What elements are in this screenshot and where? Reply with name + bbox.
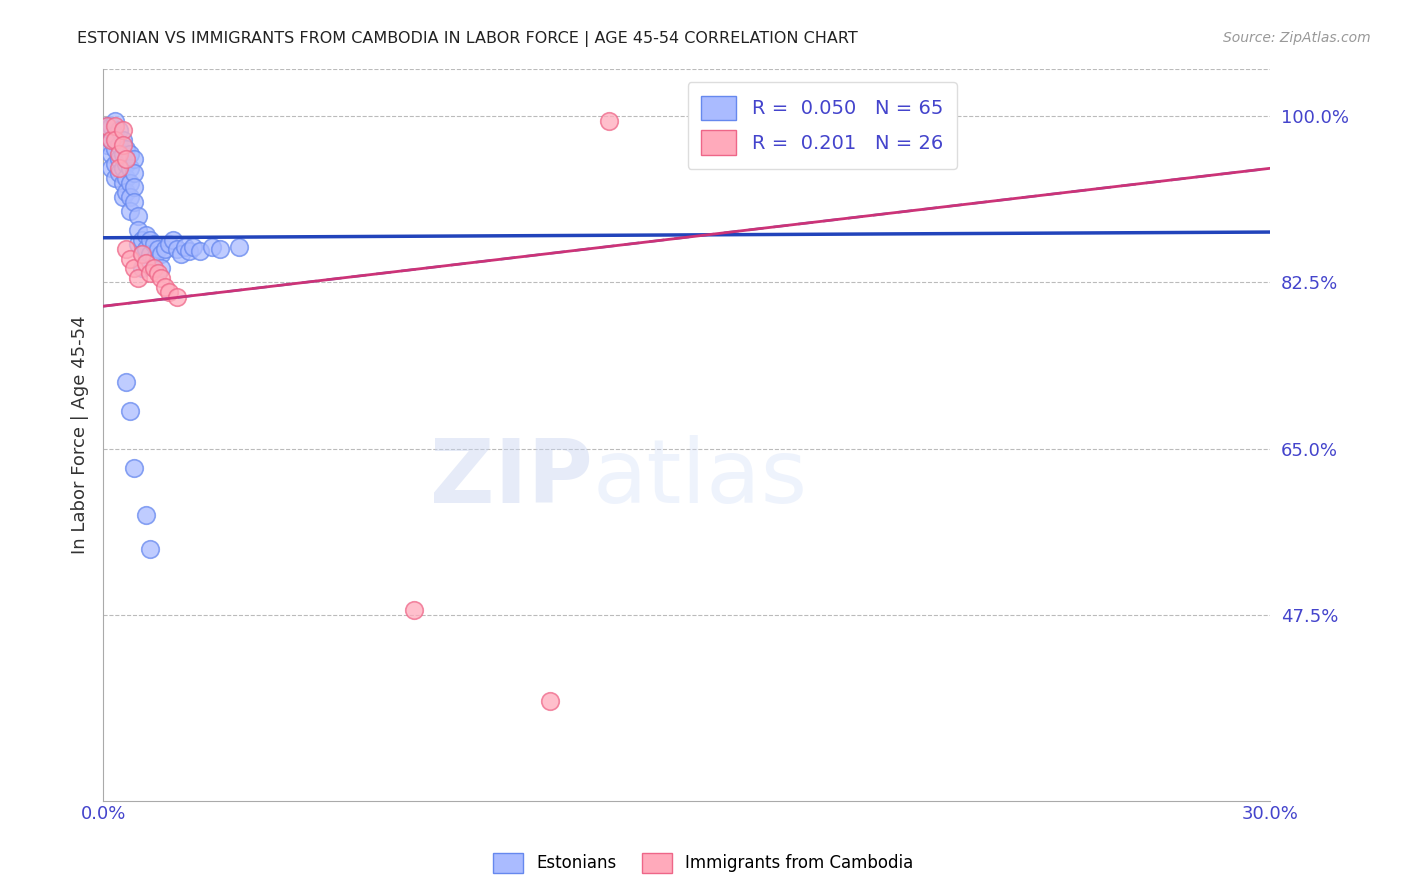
Point [96,137,118,152]
Point [170,247,193,261]
Point [142,237,165,252]
Point [404,603,426,617]
Point [100,133,122,147]
Point [155,280,177,294]
Point [104,119,127,133]
Point [131,261,153,276]
Point [104,142,127,156]
Legend: R =  0.050   N = 65, R =  0.201   N = 26: R = 0.050 N = 65, R = 0.201 N = 26 [688,82,956,169]
Point [155,242,177,256]
Point [142,261,165,276]
Text: atlas: atlas [593,435,808,522]
Point [104,156,127,170]
Point [127,270,149,285]
Point [111,190,134,204]
Point [122,460,145,475]
Point [111,176,134,190]
Point [146,266,169,280]
Point [188,244,211,258]
Point [122,166,145,180]
Point [120,176,142,190]
Point [111,147,134,161]
Point [142,252,165,266]
Point [111,133,134,147]
Point [150,247,173,261]
Point [122,152,145,166]
Point [598,113,620,128]
Point [157,285,180,299]
Point [107,152,129,166]
Point [104,128,127,142]
Point [131,247,153,261]
Point [100,119,122,133]
Point [120,147,142,161]
Point [107,123,129,137]
Point [120,252,142,266]
Point [107,137,129,152]
Point [115,242,138,256]
Point [96,119,118,133]
Point [173,240,195,254]
Point [139,247,162,261]
Point [127,209,149,223]
Point [139,541,162,556]
Text: Source: ZipAtlas.com: Source: ZipAtlas.com [1223,31,1371,45]
Point [122,180,145,194]
Point [150,261,173,276]
Point [131,247,153,261]
Point [166,242,188,256]
Point [139,266,162,280]
Point [104,170,127,185]
Point [166,290,188,304]
Point [115,142,138,156]
Point [100,147,122,161]
Point [127,223,149,237]
Point [135,256,157,270]
Point [120,190,142,204]
Point [122,261,145,276]
Point [104,113,127,128]
Point [538,694,561,708]
Point [208,242,231,256]
Point [120,404,142,418]
Point [107,161,129,176]
Point [869,113,891,128]
Point [115,152,138,166]
Point [115,185,138,199]
Text: ESTONIAN VS IMMIGRANTS FROM CAMBODIA IN LABOR FORCE | AGE 45-54 CORRELATION CHAR: ESTONIAN VS IMMIGRANTS FROM CAMBODIA IN … [77,31,858,47]
Point [115,376,138,390]
Text: ZIP: ZIP [430,435,593,522]
Point [177,244,200,258]
Point [115,156,138,170]
Point [122,194,145,209]
Point [135,242,157,256]
Point [181,240,204,254]
Point [120,161,142,176]
Point [111,161,134,176]
Y-axis label: In Labor Force | Age 45-54: In Labor Force | Age 45-54 [72,315,89,554]
Point [157,237,180,252]
Point [107,166,129,180]
Point [96,119,118,133]
Point [201,240,224,254]
Point [127,237,149,252]
Point [135,227,157,242]
Point [228,240,250,254]
Legend: Estonians, Immigrants from Cambodia: Estonians, Immigrants from Cambodia [486,847,920,880]
Point [120,204,142,219]
Point [107,147,129,161]
Point [100,133,122,147]
Point [162,233,184,247]
Point [100,161,122,176]
Point [111,123,134,137]
Point [131,233,153,247]
Point [135,508,157,523]
Point [139,233,162,247]
Point [104,133,127,147]
Point [146,242,169,256]
Point [111,137,134,152]
Point [115,170,138,185]
Point [150,270,173,285]
